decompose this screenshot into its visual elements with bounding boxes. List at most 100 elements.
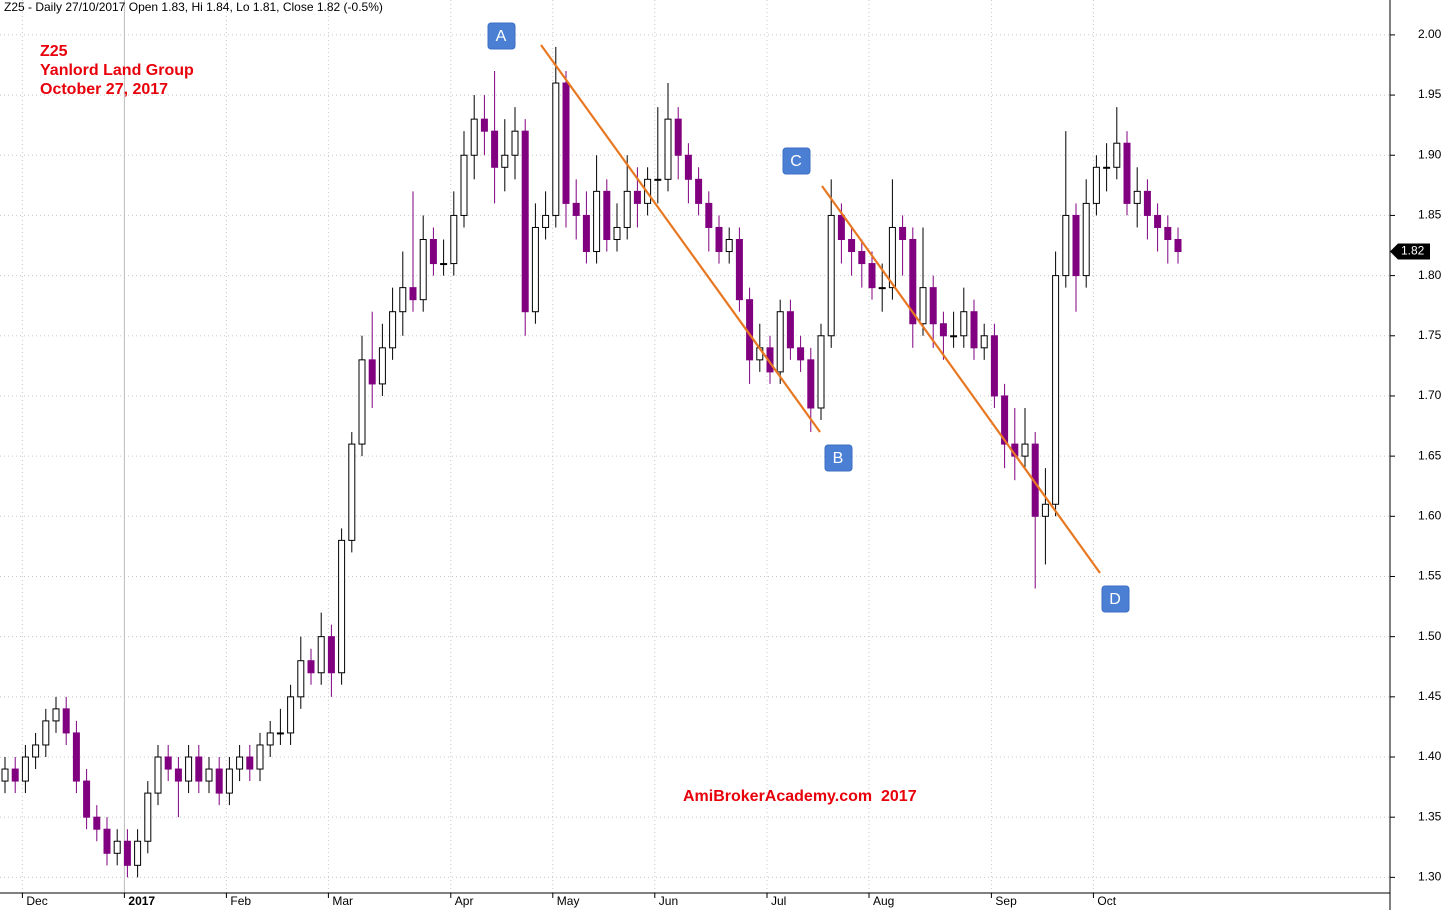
candle-body [521,130,529,313]
candle-body [144,792,152,842]
candle-body [368,359,376,385]
x-tick-label: Feb [230,894,251,908]
candle-body [837,214,845,240]
candle-body [511,130,519,156]
candle-body [695,178,703,204]
candle-body [542,214,550,228]
candle-body [42,720,50,746]
candle-body [154,756,162,794]
candle-body [593,190,601,253]
candle-body [123,840,131,866]
candle-body [287,696,295,734]
candle-body [1174,238,1182,253]
last-price-label: 1.82 [1401,244,1425,258]
candle-body [797,347,805,361]
wave-label-box [824,444,853,472]
candle-body [1154,214,1162,228]
watermark: AmiBrokerAcademy.com 2017 [683,788,917,805]
candle-body [134,840,142,866]
y-tick-label: 2.00 [1418,27,1442,41]
candle-body [338,539,346,674]
candles [1,46,1182,878]
candle-body [409,287,417,301]
candle-body [11,768,19,782]
candle-body [491,130,499,168]
y-tick-label: 1.55 [1418,569,1442,583]
candle-body [32,744,40,758]
candle-body [633,190,641,204]
x-tick-label: May [557,894,580,908]
wave-label: B [833,450,844,467]
candle-body [470,118,478,156]
candle-body [613,226,621,240]
symbol-label: Z25 [40,43,68,60]
candle-body [1001,395,1009,445]
candle-body [185,756,193,782]
y-tick-label: 1.80 [1418,268,1442,282]
candle-body [389,311,397,349]
candle-body [93,816,101,830]
candle-body [684,154,692,180]
candle-body [501,154,509,168]
candle-body [817,335,825,409]
candle-body [266,732,274,746]
candle-body [460,154,468,216]
candle-body [1,768,9,782]
candle-body [83,780,91,818]
y-tick-label: 1.95 [1418,87,1442,101]
candle-body [950,335,958,338]
candle-body [786,311,794,349]
candle-body [1041,503,1049,517]
wave-label: D [1109,591,1121,608]
candle-body [358,359,366,445]
y-tick-label: 1.40 [1418,749,1442,763]
candle-body [909,238,917,325]
candle-body [164,756,172,770]
last-price-tag [1390,243,1430,260]
candle-body [929,287,937,325]
candle-body [225,768,233,794]
candle-body [72,732,80,782]
candle-body [1164,226,1172,240]
candle-body [552,82,560,216]
candle-body [276,732,284,735]
candle-body [531,226,539,313]
candle-body [246,756,254,770]
candle-body [399,287,407,313]
candle-body [705,202,713,228]
trend-line [821,185,1101,574]
candle-body [848,238,856,253]
candle-body [297,660,305,698]
candle-body [327,636,335,674]
candle-body [1123,142,1131,204]
candle-body [1052,275,1060,505]
candle-body [715,226,723,253]
candle-body [1092,166,1100,204]
y-tick-label: 1.85 [1418,208,1442,222]
candle-body [582,214,590,253]
candle-body [195,756,203,782]
candle-body [827,214,835,337]
chart-title: Z25 - Daily 27/10/2017 Open 1.83, Hi 1.8… [4,0,383,14]
candle-body [378,347,386,385]
candle-body [888,226,896,289]
candle-body [236,756,244,770]
candle-body [1103,166,1111,169]
candle-body [623,190,631,228]
y-tick-label: 1.50 [1418,629,1442,643]
candle-body [603,190,611,240]
candle-body [664,118,672,180]
x-tick-label: Jun [659,894,678,908]
candle-body [174,768,182,782]
candle-body [256,744,264,770]
candle-body [562,82,570,204]
y-tick-label: 1.65 [1418,448,1442,462]
candle-body [654,178,662,181]
candle-body [317,636,325,674]
x-tick-label: Aug [873,894,894,908]
candle-body [429,238,437,265]
x-tick-label: Dec [26,894,47,908]
candle-body [1082,202,1090,277]
candle-body [440,263,448,266]
candle-body [450,214,458,265]
